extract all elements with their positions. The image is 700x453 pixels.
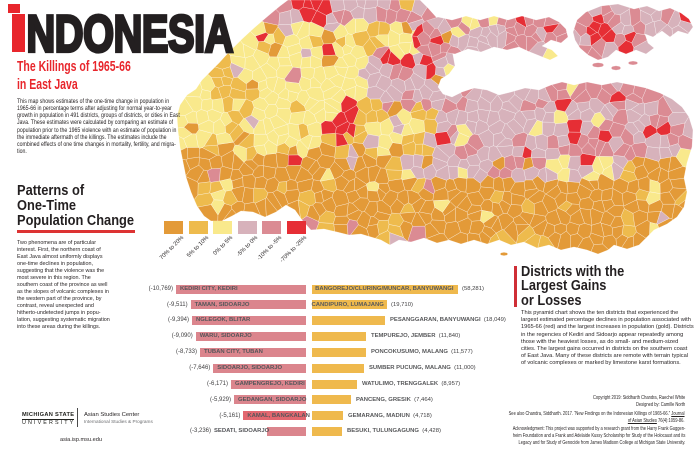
svg-text:NDONESIA: NDONESIA (27, 4, 234, 58)
